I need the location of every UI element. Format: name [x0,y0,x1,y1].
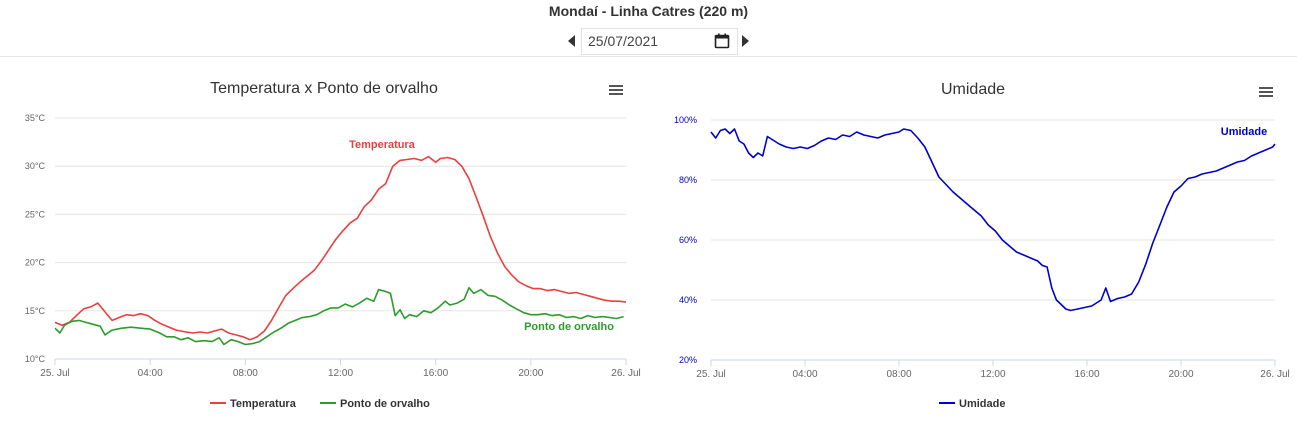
x-tick-label: 16:00 [1074,369,1099,380]
temperature-chart: Temperatura x Ponto de orvalho 10°C 15°C 2… [25,80,641,410]
x-tick-label: 08:00 [886,369,911,380]
x-tick-label: 26. Jul [1260,369,1289,380]
y-tick-label: 15°C [25,306,46,316]
chart-title: Temperatura x Ponto de orvalho [210,80,438,97]
x-tick-label: 04:00 [792,369,817,380]
series-data-label: Temperatura [349,139,416,151]
y-tick-label: 20°C [25,258,46,268]
y-tick-label: 40% [679,295,697,305]
y-tick-label: 100% [674,115,697,125]
x-tick-label: 04:00 [138,368,163,379]
legend-item[interactable]: Temperatura [230,398,297,410]
x-tick-label: 08:00 [233,368,258,379]
temperature-chart-panel: Temperatura x Ponto de orvalho 10°C 15°C 2… [0,60,648,417]
series-line-ponto-de-orvalho[interactable] [54,286,624,346]
x-tick-label: 12:00 [328,368,353,379]
y-tick-label: 25°C [25,209,46,219]
date-input-value: 25/07/2021 [588,33,659,49]
x-tick-label: 20:00 [518,368,543,379]
x-tick-label: 16:00 [423,368,448,379]
date-input[interactable]: 25/07/2021 [581,28,738,55]
page-header: Mondaí - Linha Catres (220 m) 25/07/2021 [0,0,1297,57]
legend-item[interactable]: Ponto de orvalho [340,398,430,410]
y-tick-label: 35°C [25,113,46,123]
x-tick-label: 12:00 [980,369,1005,380]
x-tick-label: 25. Jul [696,369,725,380]
humidity-chart: Umidade 20% 40% 60% 80% 100% 25. Jul 04:00 08:… [674,81,1290,410]
series-line-umidade[interactable] [710,128,1276,312]
calendar-icon[interactable] [714,33,730,49]
x-tick-label: 20:00 [1168,369,1193,380]
station-title: Mondaí - Linha Catres (220 m) [548,3,749,19]
x-tick-label: 25. Jul [40,368,69,379]
y-tick-label: 60% [679,235,697,245]
x-tick-label: 26. Jul [611,368,640,379]
series-line-temperatura[interactable] [54,155,627,341]
y-tick-label: 20% [679,355,697,365]
humidity-chart-panel: Umidade 20% 40% 60% 80% 100% 25. Jul 04:00 08:… [649,60,1297,417]
series-data-label: Ponto de orvalho [524,321,614,333]
series-data-label: Umidade [1221,126,1267,138]
y-tick-label: 30°C [25,161,46,171]
caret-right-icon[interactable] [742,35,749,47]
y-tick-label: 80% [679,175,697,185]
hamburger-menu-icon[interactable] [1259,87,1273,97]
hamburger-menu-icon[interactable] [609,85,623,95]
caret-left-icon[interactable] [568,35,575,47]
legend-item[interactable]: Umidade [959,398,1005,410]
y-tick-label: 10°C [25,354,46,364]
chart-title: Umidade [941,81,1005,98]
